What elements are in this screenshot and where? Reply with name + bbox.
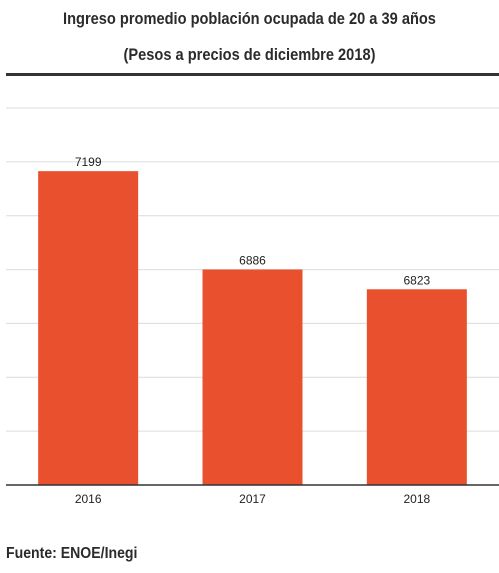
chart-subtitle: (Pesos a precios de diciembre 2018) [123, 45, 376, 64]
source-note: Fuente: ENOE/Inegi [6, 545, 138, 562]
x-tick-label-2016: 2016 [75, 492, 102, 506]
chart-title: Ingreso promedio población ocupada de 20… [63, 9, 436, 28]
title-divider [6, 73, 499, 76]
data-label-2016: 7199 [75, 155, 102, 169]
bar-2016 [38, 171, 139, 485]
bar-2017 [202, 269, 303, 485]
bar-chart: 7199 2016 6886 2017 6823 2018 [6, 107, 499, 506]
data-label-2017: 6886 [239, 253, 266, 267]
x-tick-label-2018: 2018 [403, 492, 430, 506]
data-label-2018: 6823 [403, 273, 430, 287]
bar-2018 [366, 289, 467, 485]
x-tick-label-2017: 2017 [239, 492, 266, 506]
